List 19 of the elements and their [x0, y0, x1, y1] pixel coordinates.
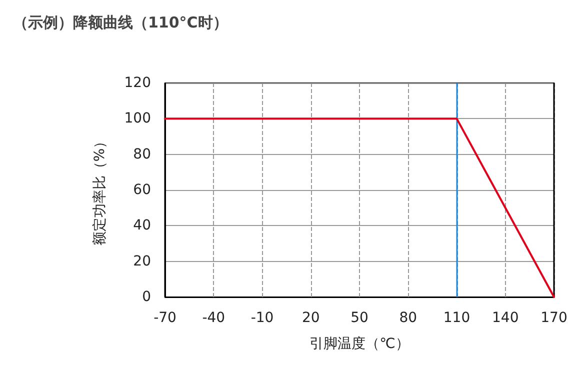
y-tick-label: 0: [142, 289, 151, 305]
x-tick-label: -40: [202, 310, 226, 326]
x-tick-label: -70: [154, 310, 176, 326]
y-tick-label: 20: [133, 253, 151, 270]
x-tick-label: 80: [399, 310, 418, 326]
y-tick-label: 100: [124, 110, 151, 127]
x-tick-label: 140: [492, 310, 519, 326]
x-tick-label: -10: [250, 310, 274, 326]
x-tick-label: 20: [302, 310, 320, 326]
y-tick-label: 80: [133, 146, 151, 162]
y-axis-title: 额定功率比（%）: [92, 134, 108, 246]
y-tick-label: 40: [133, 218, 151, 234]
x-tick-label: 110: [443, 310, 470, 326]
y-tick-label: 120: [124, 75, 151, 91]
x-tick-label: 170: [540, 310, 568, 326]
x-axis-title: 引脚温度（℃）: [310, 336, 410, 352]
x-tick-label: 50: [350, 310, 368, 326]
y-tick-label: 60: [133, 182, 151, 198]
chart-title: （示例）降额曲线（110°C时）: [13, 14, 228, 32]
